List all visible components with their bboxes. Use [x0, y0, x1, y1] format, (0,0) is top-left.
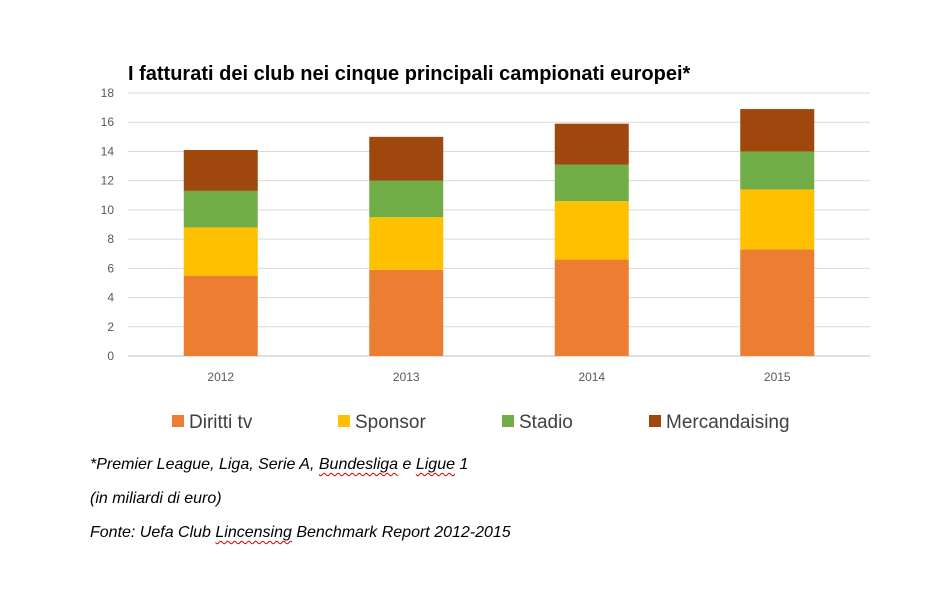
bar-segment: [369, 217, 444, 270]
footnote-unit: (in miliardi di euro): [90, 490, 222, 507]
x-tick-label: 2013: [393, 370, 420, 384]
x-tick-label: 2015: [764, 370, 791, 384]
legend-swatch: [502, 415, 514, 427]
legend-label: Stadio: [519, 412, 573, 433]
chart-title: I fatturati dei club nei cinque principa…: [128, 63, 691, 85]
legend-swatch: [338, 415, 350, 427]
x-tick-label: 2014: [578, 370, 605, 384]
bar-segment: [740, 189, 815, 250]
y-tick-label: 10: [101, 203, 115, 217]
footnote-ligue: Ligue: [415, 456, 455, 473]
legend: Diritti tv Sponsor Stadio Mercandaising: [172, 412, 790, 433]
bar-segment: [183, 190, 258, 228]
legend-swatch: [172, 415, 184, 427]
stacked-bar-chart: I fatturati dei club nei cinque principa…: [101, 63, 870, 433]
bar-segment: [183, 275, 258, 356]
y-axis-ticks: 0 2 4 6 8 10 12 14 16 18: [101, 86, 115, 363]
legend-label: Sponsor: [355, 412, 426, 433]
bar-segment: [740, 249, 815, 356]
x-axis-ticks: 2012 2013 2014 2015: [207, 370, 791, 384]
y-tick-label: 2: [107, 320, 114, 334]
bar-segment: [554, 123, 629, 165]
x-tick-label: 2012: [207, 370, 234, 384]
y-tick-label: 0: [107, 349, 114, 363]
bar-segment: [554, 259, 629, 356]
footnote-leagues-suffix: 1: [455, 456, 469, 473]
footnote-source: Fonte: Uefa Club Lincensing Benchmark Re…: [90, 523, 511, 557]
footnotes: *Premier League, Liga, Serie A, Bundesli…: [90, 455, 511, 557]
footnote-lincensing: Lincensing: [215, 524, 292, 541]
y-tick-label: 16: [101, 115, 115, 129]
y-tick-label: 14: [101, 144, 115, 158]
footnote-source-prefix: Fonte: Uefa Club: [90, 524, 216, 541]
bar-segment: [554, 201, 629, 260]
bar-segment: [554, 164, 629, 202]
legend-label: Mercandaising: [666, 412, 790, 433]
bar-segment: [740, 109, 815, 152]
legend-swatch: [649, 415, 661, 427]
footnote-and: e: [398, 456, 416, 473]
y-tick-label: 12: [101, 174, 115, 188]
footnote-leagues-prefix: *Premier League, Liga, Serie A,: [90, 456, 319, 473]
y-tick-label: 18: [101, 86, 115, 100]
footnote-source-suffix: Benchmark Report 2012-2015: [291, 524, 511, 541]
bar-segment: [369, 180, 444, 218]
footnote-bundesliga: Bundesliga: [318, 456, 399, 473]
y-tick-label: 4: [107, 291, 114, 305]
bars: [183, 109, 815, 356]
footnote-leagues: *Premier League, Liga, Serie A, Bundesli…: [90, 455, 511, 489]
bar-segment: [183, 227, 258, 276]
bar-segment: [369, 269, 444, 356]
bar-segment: [183, 149, 258, 191]
y-tick-label: 8: [107, 232, 114, 246]
y-tick-label: 6: [107, 261, 114, 275]
legend-label: Diritti tv: [189, 412, 253, 433]
bar-segment: [740, 151, 815, 190]
bar-segment: [369, 136, 444, 181]
